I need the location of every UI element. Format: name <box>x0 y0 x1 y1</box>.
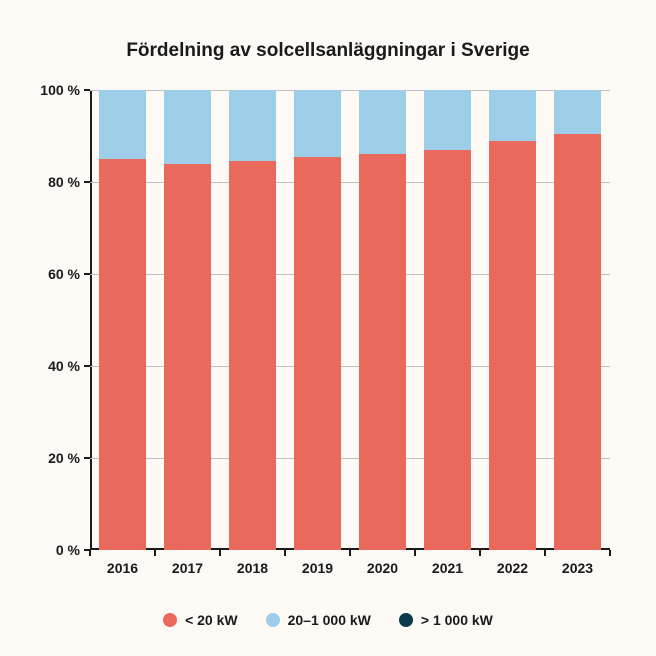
legend: < 20 kW 20–1 000 kW > 1 000 kW <box>0 612 656 628</box>
bar-2019: 2019 <box>294 90 341 550</box>
bar-segment <box>294 157 341 550</box>
y-axis-label: 100 % <box>20 82 80 98</box>
y-axis-label: 40 % <box>20 358 80 374</box>
legend-swatch <box>266 613 280 627</box>
y-axis-label: 60 % <box>20 266 80 282</box>
x-tick <box>479 550 481 556</box>
y-tick <box>84 457 90 459</box>
x-axis-label: 2023 <box>547 560 607 576</box>
x-axis-label: 2020 <box>352 560 412 576</box>
x-tick <box>89 550 91 556</box>
bar-2023: 2023 <box>554 90 601 550</box>
x-axis-label: 2017 <box>157 560 217 576</box>
legend-swatch <box>163 613 177 627</box>
y-tick <box>84 273 90 275</box>
bar-segment <box>489 90 536 141</box>
legend-item: > 1 000 kW <box>399 612 493 628</box>
legend-item: < 20 kW <box>163 612 238 628</box>
bar-2018: 2018 <box>229 90 276 550</box>
y-axis-label: 80 % <box>20 174 80 190</box>
legend-label: < 20 kW <box>185 612 238 628</box>
x-axis-label: 2022 <box>482 560 542 576</box>
x-axis-label: 2019 <box>287 560 347 576</box>
x-tick <box>349 550 351 556</box>
bar-segment <box>229 90 276 161</box>
bar-segment <box>359 154 406 550</box>
y-axis-label: 0 % <box>20 542 80 558</box>
bar-2020: 2020 <box>359 90 406 550</box>
bar-segment <box>424 150 471 550</box>
legend-label: > 1 000 kW <box>421 612 493 628</box>
x-tick <box>154 550 156 556</box>
y-tick <box>84 89 90 91</box>
x-tick <box>219 550 221 556</box>
y-tick <box>84 181 90 183</box>
bar-segment <box>164 164 211 550</box>
chart-title: Fördelning av solcellsanläggningar i Sve… <box>0 40 656 62</box>
y-axis-line <box>90 90 92 550</box>
legend-label: 20–1 000 kW <box>288 612 371 628</box>
bar-segment <box>99 159 146 550</box>
x-tick <box>544 550 546 556</box>
bar-segment <box>424 90 471 150</box>
bar-segment <box>554 90 601 134</box>
bar-segment <box>164 90 211 164</box>
x-axis-label: 2021 <box>417 560 477 576</box>
bar-segment <box>359 90 406 154</box>
chart-container: Fördelning av solcellsanläggningar i Sve… <box>0 0 656 656</box>
legend-swatch <box>399 613 413 627</box>
bar-2016: 2016 <box>99 90 146 550</box>
bar-segment <box>489 141 536 550</box>
bar-segment <box>99 90 146 159</box>
plot-area: 0 %20 %40 %60 %80 %100 %2016201720182019… <box>90 90 610 550</box>
x-tick <box>414 550 416 556</box>
y-tick <box>84 365 90 367</box>
bar-segment <box>229 161 276 550</box>
x-axis-label: 2018 <box>222 560 282 576</box>
x-tick <box>284 550 286 556</box>
bar-2017: 2017 <box>164 90 211 550</box>
bar-segment <box>554 134 601 550</box>
legend-item: 20–1 000 kW <box>266 612 371 628</box>
bar-2022: 2022 <box>489 90 536 550</box>
bar-segment <box>294 90 341 157</box>
y-axis-label: 20 % <box>20 450 80 466</box>
x-tick <box>609 550 611 556</box>
x-axis-label: 2016 <box>92 560 152 576</box>
bar-2021: 2021 <box>424 90 471 550</box>
